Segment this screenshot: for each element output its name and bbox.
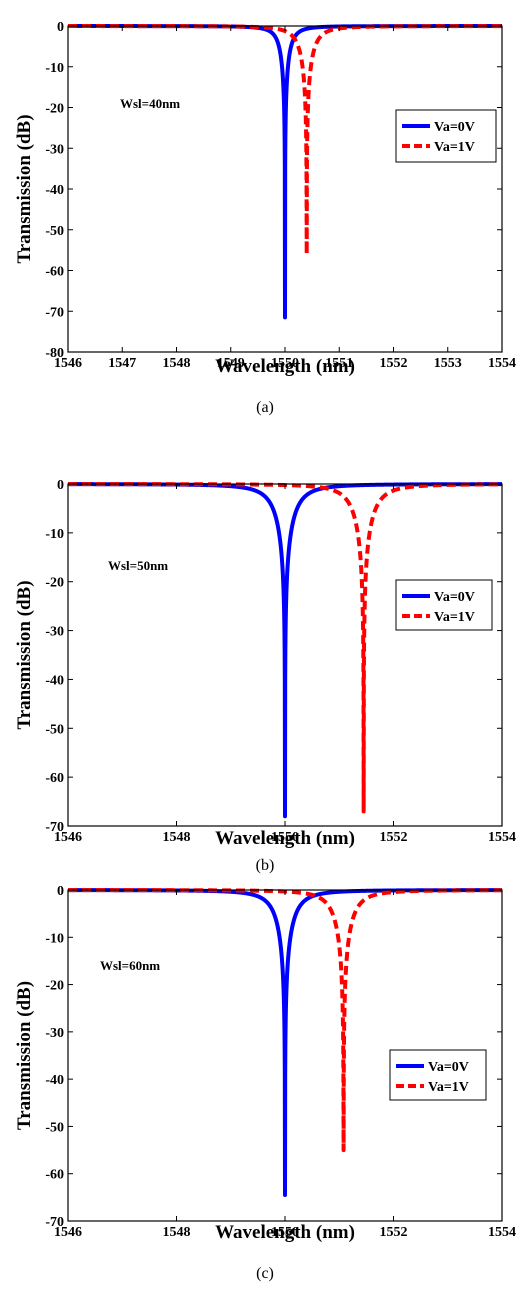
y-tick-label: -20 (45, 576, 64, 591)
series-line-va-0v (66, 24, 504, 320)
y-axis-label: Transmission (dB) (14, 981, 35, 1130)
x-tick-label: 1553 (434, 356, 462, 371)
y-axis-label: Transmission (dB) (14, 580, 35, 729)
annotation-wsl: Wsl=60nm (100, 958, 160, 973)
x-tick-label: 1552 (380, 830, 408, 845)
legend-label-va-1v: Va=1V (428, 1080, 469, 1095)
x-tick-label: 1552 (380, 356, 408, 371)
y-tick-label: -70 (45, 1215, 64, 1230)
y-tick-label: -10 (45, 527, 64, 542)
y-tick-label: -50 (45, 722, 64, 737)
legend-label-va-0v: Va=0V (428, 1060, 469, 1075)
x-tick-label: 1546 (54, 830, 82, 845)
y-tick-label: -40 (45, 673, 64, 688)
legend-box (395, 109, 497, 163)
legend: Va=0V Va=1V (395, 109, 497, 163)
legend: Va=0V Va=1V (395, 579, 493, 631)
y-tick-label: -70 (45, 305, 64, 320)
annotation-wsl: Wsl=40nm (120, 96, 180, 111)
panel-caption: (c) (256, 1265, 274, 1282)
legend: Va=0V Va=1V (389, 1049, 487, 1101)
x-tick-label: 1551 (325, 356, 353, 371)
x-axis-label: Wavelength (nm) (215, 828, 355, 849)
x-axis-label: Wavelength (nm) (215, 356, 355, 377)
y-tick-label: -60 (45, 771, 64, 786)
chart-panel-a: 1546 1547 1548 1549 1550 1551 1552 1553 1554 0 -10… (14, 20, 516, 416)
y-tick-label: -30 (45, 625, 64, 640)
y-tick-label: -40 (45, 183, 64, 198)
legend-label-va-0v: Va=0V (434, 120, 475, 135)
x-tick-label: 1547 (108, 356, 136, 371)
y-tick-label: -20 (45, 979, 64, 994)
x-tick-label: 1550 (271, 356, 299, 371)
x-tick-label: 1548 (163, 356, 191, 371)
annotation-wsl: Wsl=50nm (108, 558, 168, 573)
x-axis-label: Wavelength (nm) (215, 1222, 355, 1243)
chart-panel-c: 1546 1548 1550 1552 1554 0 -10 -20 -30 -40 -50 -60 -… (14, 884, 516, 1282)
y-tick-label: -50 (45, 1120, 64, 1135)
x-tick-label: 1546 (54, 1225, 82, 1240)
series-line-va-0v (66, 888, 504, 1197)
x-tick-label: 1549 (217, 356, 245, 371)
legend-label-va-1v: Va=1V (434, 140, 475, 155)
y-tick-label: -10 (45, 61, 64, 76)
y-tick-label: 0 (57, 478, 64, 493)
x-tick-label: 1554 (488, 1225, 516, 1240)
y-axis-label: Transmission (dB) (14, 114, 35, 263)
y-tick-label: -30 (45, 142, 64, 157)
y-tick-label: -10 (45, 931, 64, 946)
x-tick-label: 1546 (54, 356, 82, 371)
y-tick-label: 0 (57, 884, 64, 899)
x-tick-label: 1550 (271, 830, 299, 845)
legend-box (389, 1049, 487, 1101)
y-tick-label: -80 (45, 346, 64, 361)
y-tick-label: -40 (45, 1073, 64, 1088)
y-tick-label: -70 (45, 820, 64, 835)
panel-caption: (a) (256, 399, 274, 416)
y-tick-label: -60 (45, 265, 64, 280)
y-tick-label: 0 (57, 20, 64, 35)
x-tick-label: 1550 (271, 1225, 299, 1240)
chart-panel-b: 1546 1548 1550 1552 1554 0 -10 -20 -30 -40 -50 -60 -… (14, 478, 516, 874)
y-tick-label: -50 (45, 224, 64, 239)
x-tick-label: 1552 (380, 1225, 408, 1240)
y-tick-label: -20 (45, 102, 64, 117)
panel-caption: (b) (256, 857, 275, 874)
x-tick-label: 1548 (163, 830, 191, 845)
x-tick-label: 1554 (488, 830, 516, 845)
x-tick-label: 1554 (488, 356, 516, 371)
series-line-va-0v (66, 482, 504, 819)
x-tick-label: 1548 (163, 1225, 191, 1240)
legend-box (395, 579, 493, 631)
legend-label-va-1v: Va=1V (434, 610, 475, 625)
y-tick-label: -30 (45, 1026, 64, 1041)
legend-label-va-0v: Va=0V (434, 590, 475, 605)
y-tick-label: -60 (45, 1168, 64, 1183)
